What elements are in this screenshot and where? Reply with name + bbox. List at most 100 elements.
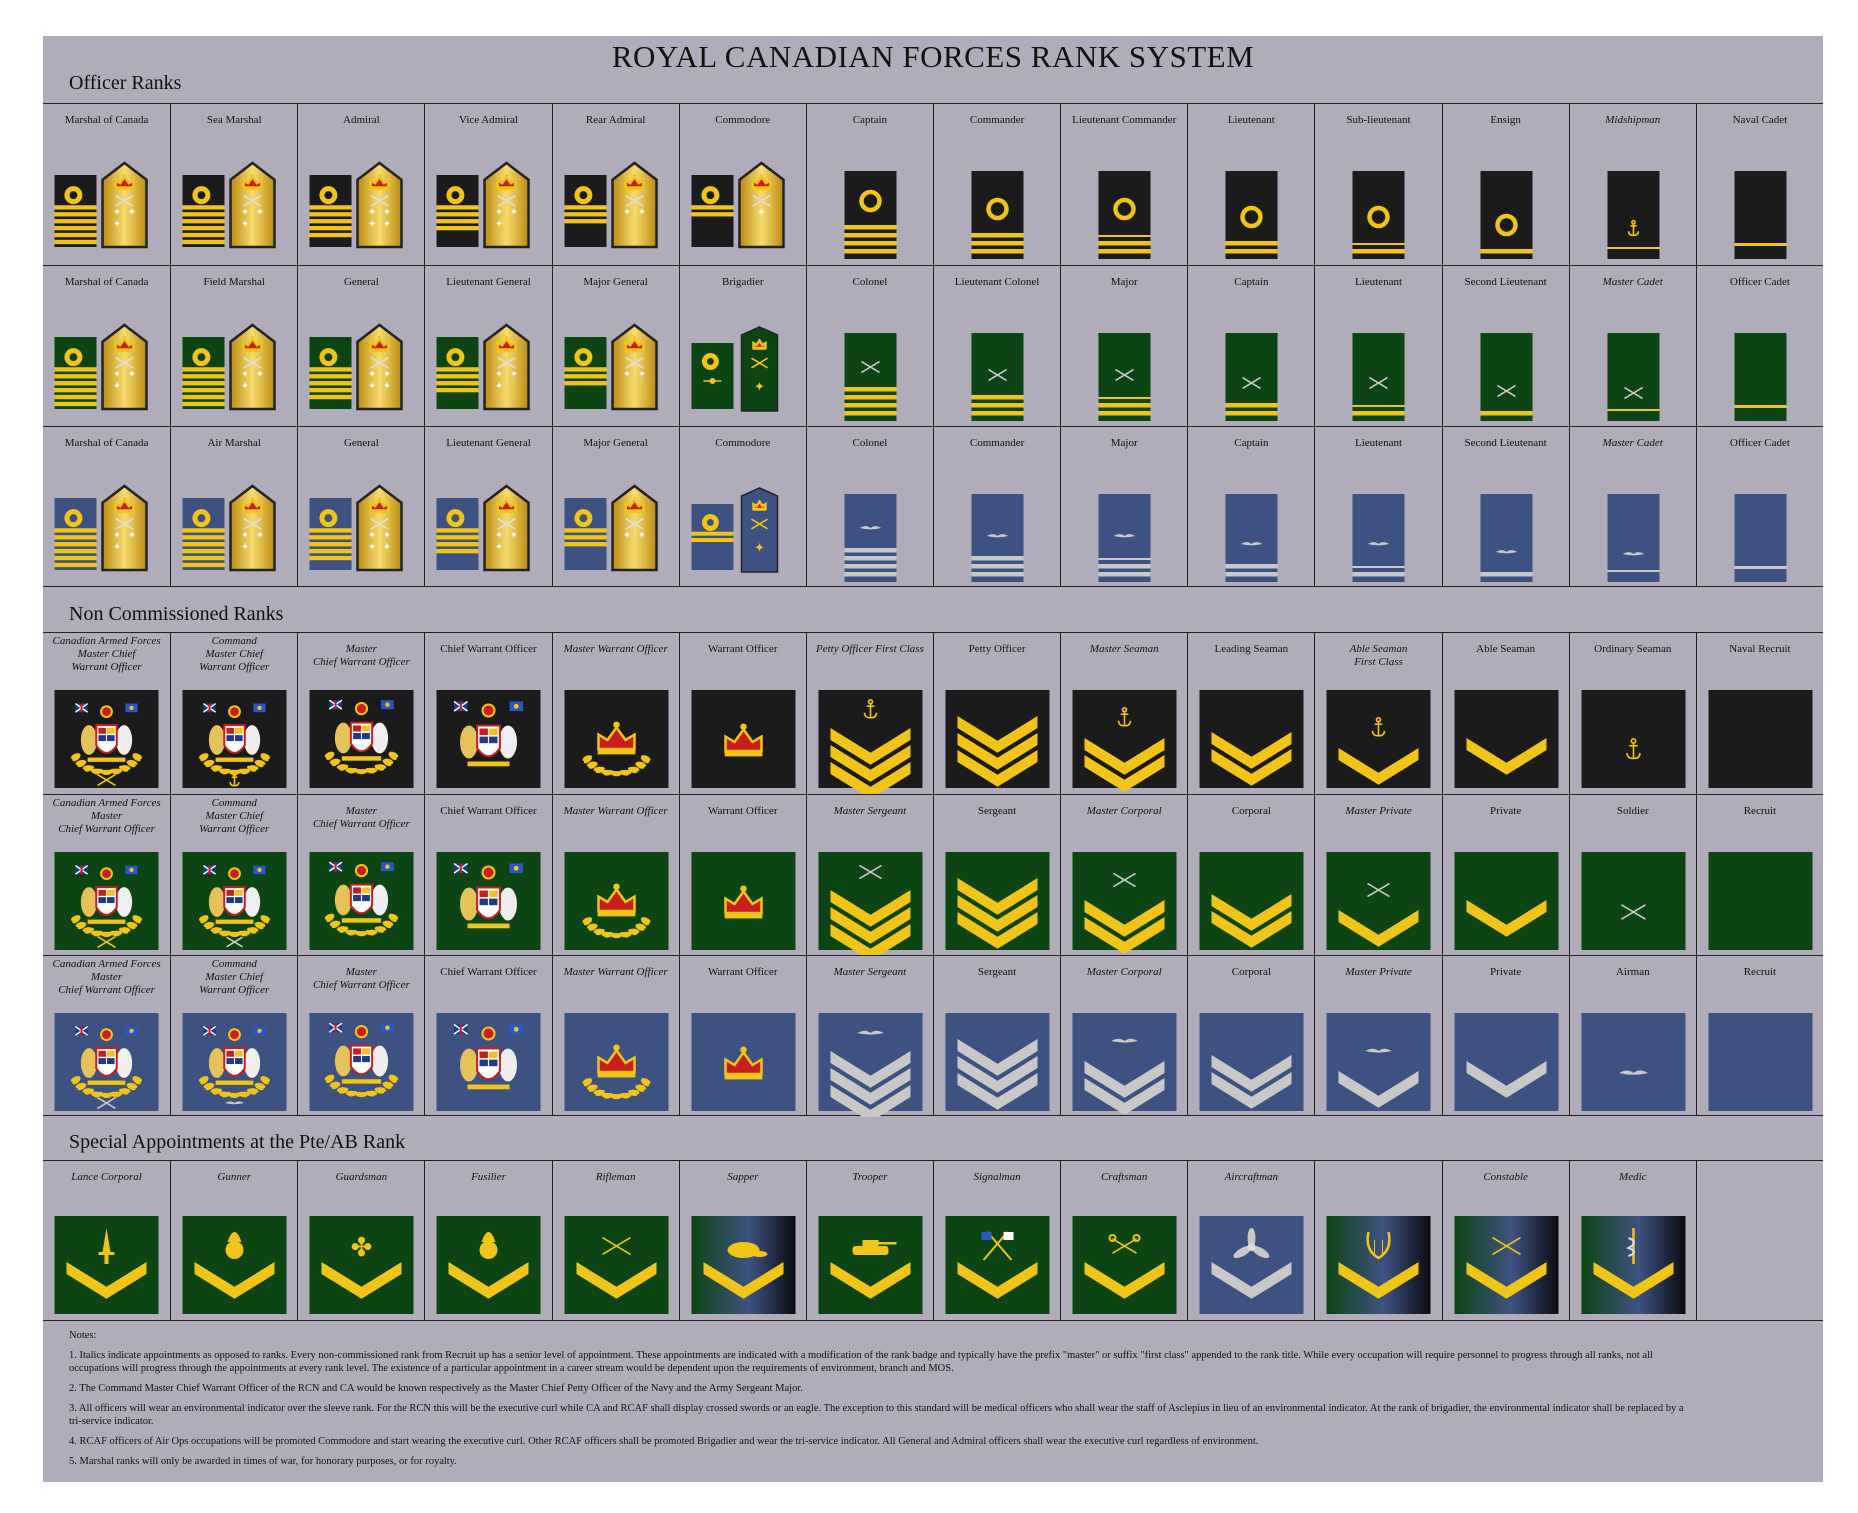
colonel-insignia-icon (844, 494, 897, 582)
rank-label: Lieutenant (1354, 276, 1403, 288)
lieutenant-insignia-icon (1352, 333, 1405, 421)
corporal-insignia-icon (1199, 1013, 1304, 1111)
svg-text:✦: ✦ (128, 207, 136, 218)
rank-label: Second Lieutenant (1464, 276, 1547, 288)
major-general-insignia-icon: ✦ ✦ (564, 484, 658, 572)
rank-label: Private (1490, 966, 1522, 978)
lance-corporal-insignia-icon (54, 1216, 159, 1314)
rank-label: Canadian Armed Forces Master Chief Warra… (52, 958, 161, 996)
svg-text:✦: ✦ (241, 530, 249, 541)
commodore-cell: Commodore ✦ (678, 427, 806, 587)
rank-label: Lieutenant (1227, 114, 1275, 126)
commodore-insignia-icon: ✦ (691, 161, 785, 249)
captain-cell: Captain (805, 104, 933, 265)
rank-label: Able Seaman First Class (1349, 643, 1408, 668)
svg-text:✦: ✦ (637, 207, 645, 218)
rank-label: Petty Officer First Class (815, 643, 924, 655)
constable-cell: Constable (1441, 1161, 1569, 1320)
svg-text:✦: ✦ (754, 541, 765, 556)
canadian-armed-forces-master-chief-warrant-officer-insignia-icon (54, 1013, 159, 1111)
officer-cadet-insignia-icon (1734, 494, 1787, 582)
fusilier-cell: Fusilier (424, 1161, 551, 1320)
midshipman-cell: Midshipman (1568, 104, 1696, 265)
recruit-insignia-icon (1708, 1013, 1813, 1111)
soldier-insignia-icon (1581, 852, 1686, 950)
master-warrant-officer-cell: Master Warrant Officer (551, 956, 679, 1116)
svg-text:✦: ✦ (368, 207, 376, 218)
warrant-officer-insignia-icon (691, 690, 796, 788)
rank-label: Lieutenant (1354, 437, 1403, 449)
svg-text:✦: ✦ (495, 542, 503, 553)
major-insignia-icon (1098, 333, 1151, 421)
leading-seaman-cell: Leading Seaman (1187, 633, 1314, 794)
svg-text:✦: ✦ (495, 381, 503, 392)
blank-cell (1314, 1161, 1441, 1320)
major-general-cell: Major General ✦ ✦ (551, 427, 679, 587)
commodore-cell: Commodore ✦ (678, 104, 806, 265)
lieutenant-cell: Lieutenant (1314, 427, 1441, 587)
captain-insignia-icon (1225, 494, 1278, 582)
sergeant-cell: Sergeant (933, 795, 1060, 956)
rank-label: Master Warrant Officer (563, 966, 668, 978)
svg-text:✦: ✦ (495, 207, 503, 218)
sub-lieutenant-insignia-icon (1352, 171, 1405, 259)
svg-text:✦: ✦ (241, 207, 249, 218)
command-master-chief-warrant-officer-insignia-icon (182, 852, 287, 950)
master-sergeant-insignia-icon (818, 1013, 923, 1117)
officer-cadet-cell: Officer Cadet (1695, 427, 1823, 587)
svg-text:✦: ✦ (368, 381, 376, 392)
master-cadet-insignia-icon (1607, 333, 1660, 421)
nco-ranks-table: Canadian Armed Forces Master Chief Warra… (43, 632, 1823, 1117)
rank-label: Recruit (1743, 966, 1777, 978)
petty-officer-insignia-icon (945, 690, 1050, 788)
lance-corporal-cell: Lance Corporal (43, 1161, 170, 1320)
svg-text:✦: ✦ (128, 369, 136, 380)
rank-label: Petty Officer (968, 643, 1026, 655)
rank-label: Trooper (852, 1171, 888, 1183)
able-seaman-first-class-insignia-icon (1326, 690, 1431, 788)
rank-label: Sergeant (977, 966, 1017, 978)
rank-label: Ensign (1490, 114, 1521, 126)
svg-text:✦: ✦ (495, 369, 503, 380)
rank-label: Chief Warrant Officer (440, 643, 537, 655)
army-officer-row: Marshal of Canada ✦ ✦ ✦ Field Marshal ✦ ✦ ✦ Gene… (43, 265, 1823, 427)
lieutenant-colonel-cell: Lieutenant Colonel (933, 266, 1060, 427)
rank-label: Vice Admiral (459, 114, 518, 126)
fusilier-insignia-icon (436, 1216, 541, 1314)
rank-label: Signalman (973, 1171, 1021, 1183)
rank-label: Naval Cadet (1732, 114, 1788, 126)
page-title: ROYAL CANADIAN FORCES RANK SYSTEM (611, 39, 1255, 74)
trooper-insignia-icon (818, 1216, 923, 1314)
rank-label: Master Warrant Officer (563, 805, 668, 817)
captain-insignia-icon (844, 171, 897, 259)
rank-label: Ordinary Seaman (1594, 643, 1672, 655)
notes-heading: Notes: (69, 1330, 97, 1341)
master-chief-warrant-officer-cell: Master Chief Warrant Officer (297, 795, 424, 956)
command-master-chief-warrant-officer-cell: Command Master Chief Warrant Officer (170, 795, 297, 956)
rank-label: Canadian Armed Forces Master Chief Warra… (52, 635, 161, 673)
master-cadet-cell: Master Cadet (1568, 427, 1696, 587)
master-private-insignia-icon (1326, 1013, 1431, 1111)
svg-text:✦: ✦ (368, 219, 376, 230)
rank-label: Sergeant (977, 805, 1017, 817)
private-cell: Private (1441, 795, 1569, 956)
svg-text:✦: ✦ (113, 369, 121, 380)
able-seaman-cell: Able Seaman (1441, 633, 1569, 794)
rank-label: Warrant Officer (708, 805, 778, 817)
master-private-cell: Master Private (1314, 795, 1441, 956)
svg-text:✦: ✦ (256, 369, 264, 380)
blank-cell (1695, 1161, 1823, 1320)
rank-label: Master Seaman (1089, 643, 1159, 655)
master-chief-warrant-officer-insignia-icon (309, 1013, 414, 1111)
rank-label: Second Lieutenant (1464, 437, 1547, 449)
rank-label: Command Master Chief Warrant Officer (199, 797, 270, 835)
air-marshal-cell: Air Marshal ✦ ✦ ✦ (170, 427, 297, 587)
rank-label: Medic (1619, 1171, 1647, 1183)
chief-warrant-officer-insignia-icon (436, 852, 541, 950)
rank-label: Marshal of Canada (64, 437, 149, 449)
section-heading-officer: Officer Ranks (69, 72, 182, 94)
rank-label: Master Chief Warrant Officer (312, 805, 410, 830)
svg-text:✦: ✦ (623, 207, 631, 218)
master-warrant-officer-insignia-icon (564, 690, 669, 788)
medic-cell: Medic (1568, 1161, 1696, 1320)
